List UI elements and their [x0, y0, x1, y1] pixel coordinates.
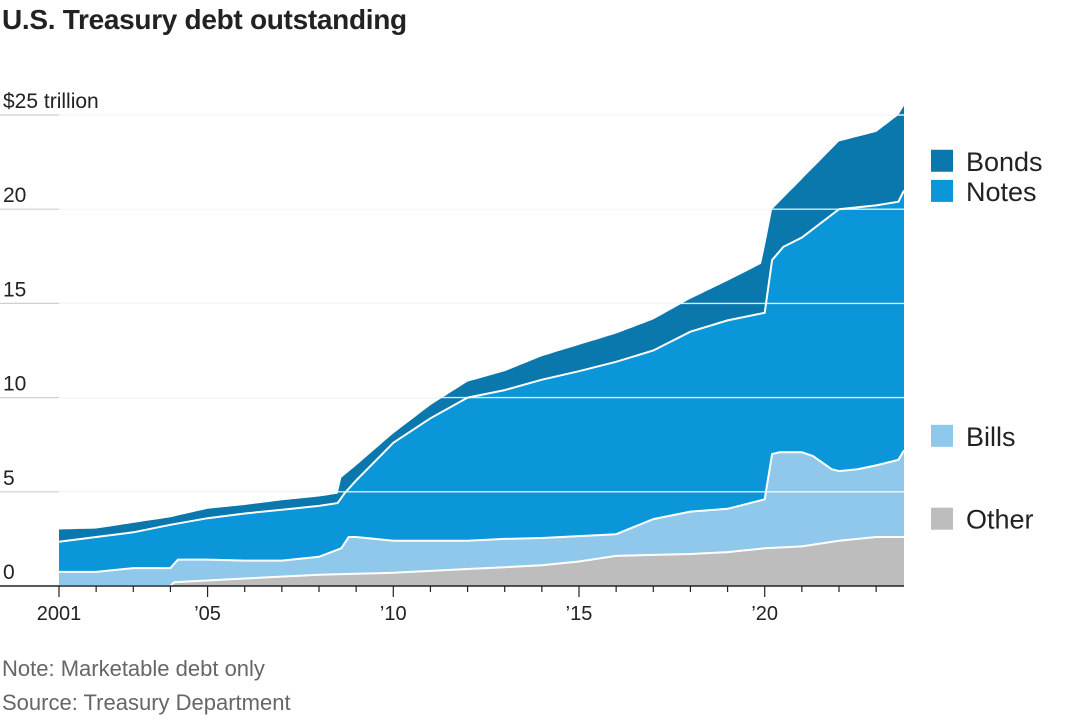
axis-layer: 0 5 10 15 20 $25 trillion 2001 ’05 ’10 ’15 ’20: [0, 90, 904, 625]
chart-source: Source: Treasury Department: [2, 690, 291, 715]
legend-swatch-bonds: [931, 149, 953, 172]
x-tick-label: 2001: [37, 603, 82, 625]
legend-swatch-other: [931, 507, 953, 530]
area-layer: [59, 105, 904, 586]
y-tick-label: 5: [3, 467, 15, 490]
x-tick-label: ’10: [380, 603, 407, 625]
boundary-line-bills: [59, 449, 905, 573]
area-notes: [59, 190, 904, 572]
area-bills: [59, 450, 904, 586]
legend-label-other: Other: [966, 505, 1034, 535]
chart-note: Note: Marketable debt only: [2, 656, 265, 681]
x-tick-label: ’15: [566, 603, 593, 625]
y-tick-label: 15: [3, 278, 26, 301]
boundary-line-other: [59, 536, 904, 587]
y-tick-label: $25 trillion: [3, 90, 99, 113]
y-tick-label: 10: [3, 373, 26, 396]
legend-label-bonds: Bonds: [966, 147, 1043, 177]
area-other: [59, 537, 904, 586]
boundary-line-layer: [58, 114, 905, 587]
boundary-line-notes: [58, 189, 905, 543]
x-tick-label: ’05: [194, 603, 221, 625]
x-tick-label: ’20: [751, 603, 778, 625]
legend-label-notes: Notes: [966, 177, 1037, 207]
y-tick-label: 0: [3, 561, 15, 584]
y-tick-label: 20: [3, 184, 26, 207]
legend-swatch-notes: [931, 179, 953, 202]
legend-label-bills: Bills: [966, 422, 1016, 452]
chart-title: U.S. Treasury debt outstanding: [2, 4, 407, 35]
legend-swatch-bills: [931, 424, 953, 447]
